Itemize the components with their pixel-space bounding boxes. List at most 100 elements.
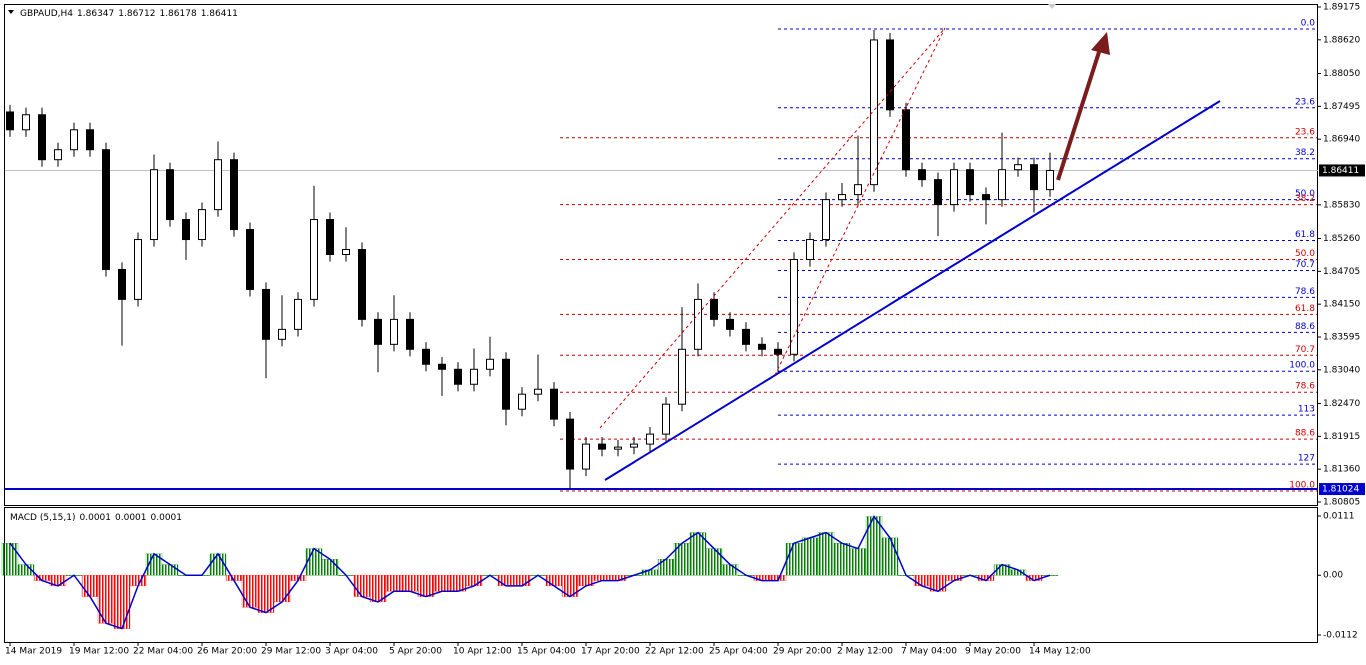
y-tick-label: 1.84150 bbox=[1323, 300, 1360, 310]
macd-bar bbox=[817, 532, 835, 576]
bid-price-label: 1.86411 bbox=[1322, 166, 1359, 176]
price-lines bbox=[5, 169, 1318, 491]
candle-body bbox=[1014, 164, 1022, 171]
candle-body bbox=[118, 268, 126, 300]
candle-body bbox=[22, 114, 30, 131]
y-tick-label: 1.85260 bbox=[1323, 234, 1360, 244]
macd-bar bbox=[257, 575, 275, 613]
candle-body bbox=[326, 219, 334, 255]
candle-body bbox=[6, 111, 14, 131]
candle-body bbox=[102, 149, 110, 270]
candle-body bbox=[454, 368, 462, 385]
candle-body bbox=[566, 418, 574, 470]
macd-bar bbox=[641, 569, 659, 576]
macd-bar bbox=[785, 543, 803, 576]
macd-signal-line bbox=[9, 515, 1051, 630]
macd-bar bbox=[353, 575, 371, 597]
macd-bar bbox=[321, 559, 339, 576]
candle-body bbox=[342, 249, 350, 255]
macd-bar bbox=[385, 575, 403, 592]
close: 1.86411 bbox=[201, 9, 238, 19]
candle-body bbox=[54, 149, 62, 161]
x-tick-label: 26 Mar 20:00 bbox=[197, 647, 257, 657]
macd-bar bbox=[241, 575, 259, 608]
macd-bar bbox=[113, 575, 131, 629]
x-tick-label: 17 Apr 20:00 bbox=[581, 647, 640, 657]
candle-body bbox=[70, 129, 78, 151]
x-tick-label: 22 Mar 04:00 bbox=[133, 647, 193, 657]
fib-label: 0.0 bbox=[1301, 18, 1316, 28]
candle-body bbox=[198, 209, 206, 241]
fib-label: 78.6 bbox=[1295, 287, 1315, 297]
candle-body bbox=[1046, 169, 1054, 191]
fib-label: 100.0 bbox=[1289, 481, 1315, 491]
x-tick-label: 14 May 12:00 bbox=[1029, 647, 1091, 657]
candle-body bbox=[470, 368, 478, 385]
y-tick-label: 0.0111 bbox=[1323, 512, 1355, 522]
y-tick-label: 1.88620 bbox=[1323, 35, 1360, 45]
macd-value: 0.0001 bbox=[151, 513, 183, 523]
macd-bar bbox=[945, 575, 963, 581]
x-tick-label: 9 May 20:00 bbox=[965, 647, 1021, 657]
y-tick-label: 1.80805 bbox=[1323, 498, 1360, 508]
open: 1.86347 bbox=[77, 9, 114, 19]
candle-body bbox=[806, 239, 814, 260]
macd-bar bbox=[513, 575, 531, 587]
x-tick-label: 14 Mar 2019 bbox=[5, 647, 62, 657]
fib-label: 38.2 bbox=[1295, 148, 1315, 158]
candle-body bbox=[550, 388, 558, 420]
candle-body bbox=[918, 169, 926, 181]
y-tick-label: 0.00 bbox=[1323, 571, 1343, 581]
candle-body bbox=[630, 443, 638, 448]
macd-bar bbox=[497, 575, 515, 587]
fib-label: 88.6 bbox=[1295, 429, 1315, 439]
support-price-box bbox=[1319, 483, 1365, 496]
y-tick-label: 1.86940 bbox=[1323, 135, 1360, 145]
macd-bar bbox=[721, 564, 739, 576]
fib-label: 78.6 bbox=[1295, 382, 1315, 392]
candle-body bbox=[838, 194, 846, 201]
candle-body bbox=[310, 219, 318, 300]
candle-body bbox=[406, 318, 414, 350]
macd-title: MACD (5,15,1) bbox=[10, 513, 76, 523]
candle-body bbox=[694, 298, 702, 350]
fib-label: 50.0 bbox=[1295, 249, 1315, 259]
x-tick-label: 29 Mar 12:00 bbox=[261, 647, 321, 657]
bid-price-box bbox=[1319, 164, 1365, 177]
candle-body bbox=[134, 239, 142, 300]
macd-bar bbox=[849, 548, 867, 576]
macd-bar bbox=[1, 543, 19, 576]
fib-label: 70.7 bbox=[1295, 260, 1315, 270]
y-tick-label: 1.87495 bbox=[1323, 102, 1360, 112]
fib-label: 113 bbox=[1298, 405, 1315, 415]
x-tick-label: 7 May 04:00 bbox=[901, 647, 957, 657]
candle-body bbox=[390, 318, 398, 345]
x-tick-label: 15 Apr 04:00 bbox=[517, 647, 576, 657]
y-tick-label: 1.83040 bbox=[1323, 365, 1360, 375]
trend-line bbox=[604, 100, 1221, 481]
macd-bar bbox=[465, 575, 483, 587]
macd-bar bbox=[801, 537, 819, 576]
channel-line bbox=[774, 27, 946, 376]
x-tick-label: 3 Apr 04:00 bbox=[325, 647, 378, 657]
x-tick-label: 5 Apr 20:00 bbox=[389, 647, 442, 657]
fib-label: 61.8 bbox=[1295, 304, 1315, 314]
candles bbox=[6, 29, 1054, 490]
scroll-marker bbox=[1048, 4, 1056, 9]
arrow-head bbox=[1091, 32, 1110, 55]
x-tick-label: 10 Apr 12:00 bbox=[453, 647, 512, 657]
macd-bar bbox=[401, 575, 419, 592]
candle-body bbox=[214, 159, 222, 211]
candle-body bbox=[966, 169, 974, 196]
y-tick-label: 1.84705 bbox=[1323, 267, 1360, 277]
macd-bar bbox=[81, 575, 99, 597]
candle-body bbox=[166, 169, 174, 221]
x-tick-label: 22 Apr 12:00 bbox=[645, 647, 704, 657]
candle-body bbox=[582, 443, 590, 470]
y-tick-label: 1.89175 bbox=[1323, 3, 1360, 13]
high: 1.86712 bbox=[118, 9, 155, 19]
fib-label: 23.6 bbox=[1295, 127, 1315, 137]
support-price-label: 1.81024 bbox=[1322, 485, 1359, 495]
